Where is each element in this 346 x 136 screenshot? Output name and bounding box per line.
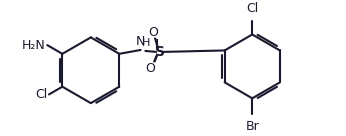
Text: S: S	[155, 45, 165, 59]
Text: O: O	[145, 62, 155, 75]
Text: H₂N: H₂N	[21, 39, 45, 52]
Text: Cl: Cl	[35, 88, 47, 101]
Text: Br: Br	[245, 120, 259, 133]
Text: H: H	[142, 38, 150, 48]
Text: N: N	[136, 35, 145, 48]
Text: O: O	[148, 26, 158, 39]
Text: Cl: Cl	[246, 2, 258, 15]
